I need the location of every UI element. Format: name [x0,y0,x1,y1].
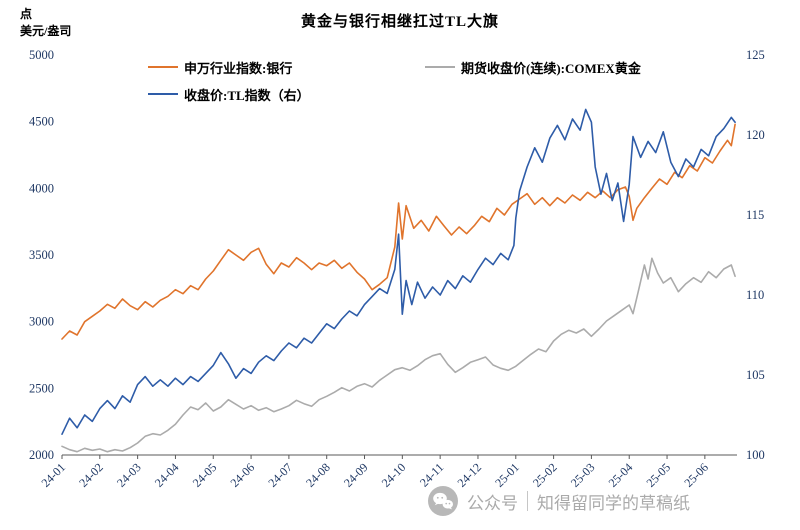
right-axis-tick-label: 110 [746,288,764,302]
left-axis-tick-label: 5000 [29,48,54,62]
left-axis-unit-line1: 点 [20,7,33,21]
watermark-platform-label: 公众号 [467,493,518,513]
x-tick-label: 24-02 [76,460,106,490]
watermark-account-name: 知得留同学的草稿纸 [537,493,690,513]
watermark-divider [527,491,528,511]
x-tick-label: 24-07 [265,460,295,490]
watermark: 公众号 知得留同学的草稿纸 [428,486,690,516]
x-tick-label: 24-09 [341,460,371,490]
left-axis-unit-line2: 美元/盎司 [20,24,72,38]
legend-item-tl-index: 收盘价:TL指数（右） [148,86,310,103]
bank-series-line-swatch [148,66,178,68]
x-tick-label: 24-08 [303,460,333,490]
legend-label-tl-index: 收盘价:TL指数（右） [184,87,310,103]
right-axis-tick-label: 100 [746,448,765,462]
legend-item-comex-gold: 期货收盘价(连续):COMEX黄金 [425,59,641,76]
left-axis-tick-label: 4500 [29,115,54,129]
right-axis-tick-label: 115 [746,208,764,222]
left-axis-unit-label: 点 美元/盎司 [20,6,71,40]
x-tick-label: 24-03 [114,460,144,490]
left-axis-tick-label: 4000 [29,181,54,195]
series-line-bank [61,123,736,340]
x-tick-label: 24-01 [38,460,68,490]
legend-label-comex-gold: 期货收盘价(连续):COMEX黄金 [461,60,641,76]
x-tick-label: 24-05 [190,460,220,490]
legend-item-bank-index: 申万行业指数:银行 [148,59,293,76]
right-axis-tick-label: 125 [746,48,765,62]
x-tick-label: 24-04 [152,460,182,490]
x-tick-label: 24-10 [379,460,409,490]
tl-series-line-swatch [148,93,178,95]
right-axis-tick-label: 120 [746,128,765,142]
gold-series-line-swatch [425,66,455,68]
left-axis-tick-label: 2500 [29,381,54,395]
chart-title: 黄金与银行相继扛过TL大旗 [300,14,499,30]
series-line-comex-gold [61,257,736,453]
left-axis-tick-label: 3500 [29,248,54,262]
right-axis-tick-label: 105 [746,368,765,382]
series-line-tl-index [61,108,736,436]
wechat-icon [428,486,458,516]
x-tick-label: 24-06 [228,460,258,490]
left-axis-tick-label: 2000 [29,448,54,462]
left-axis-tick-label: 3000 [29,315,54,329]
legend-label-bank-index: 申万行业指数:银行 [184,60,293,76]
